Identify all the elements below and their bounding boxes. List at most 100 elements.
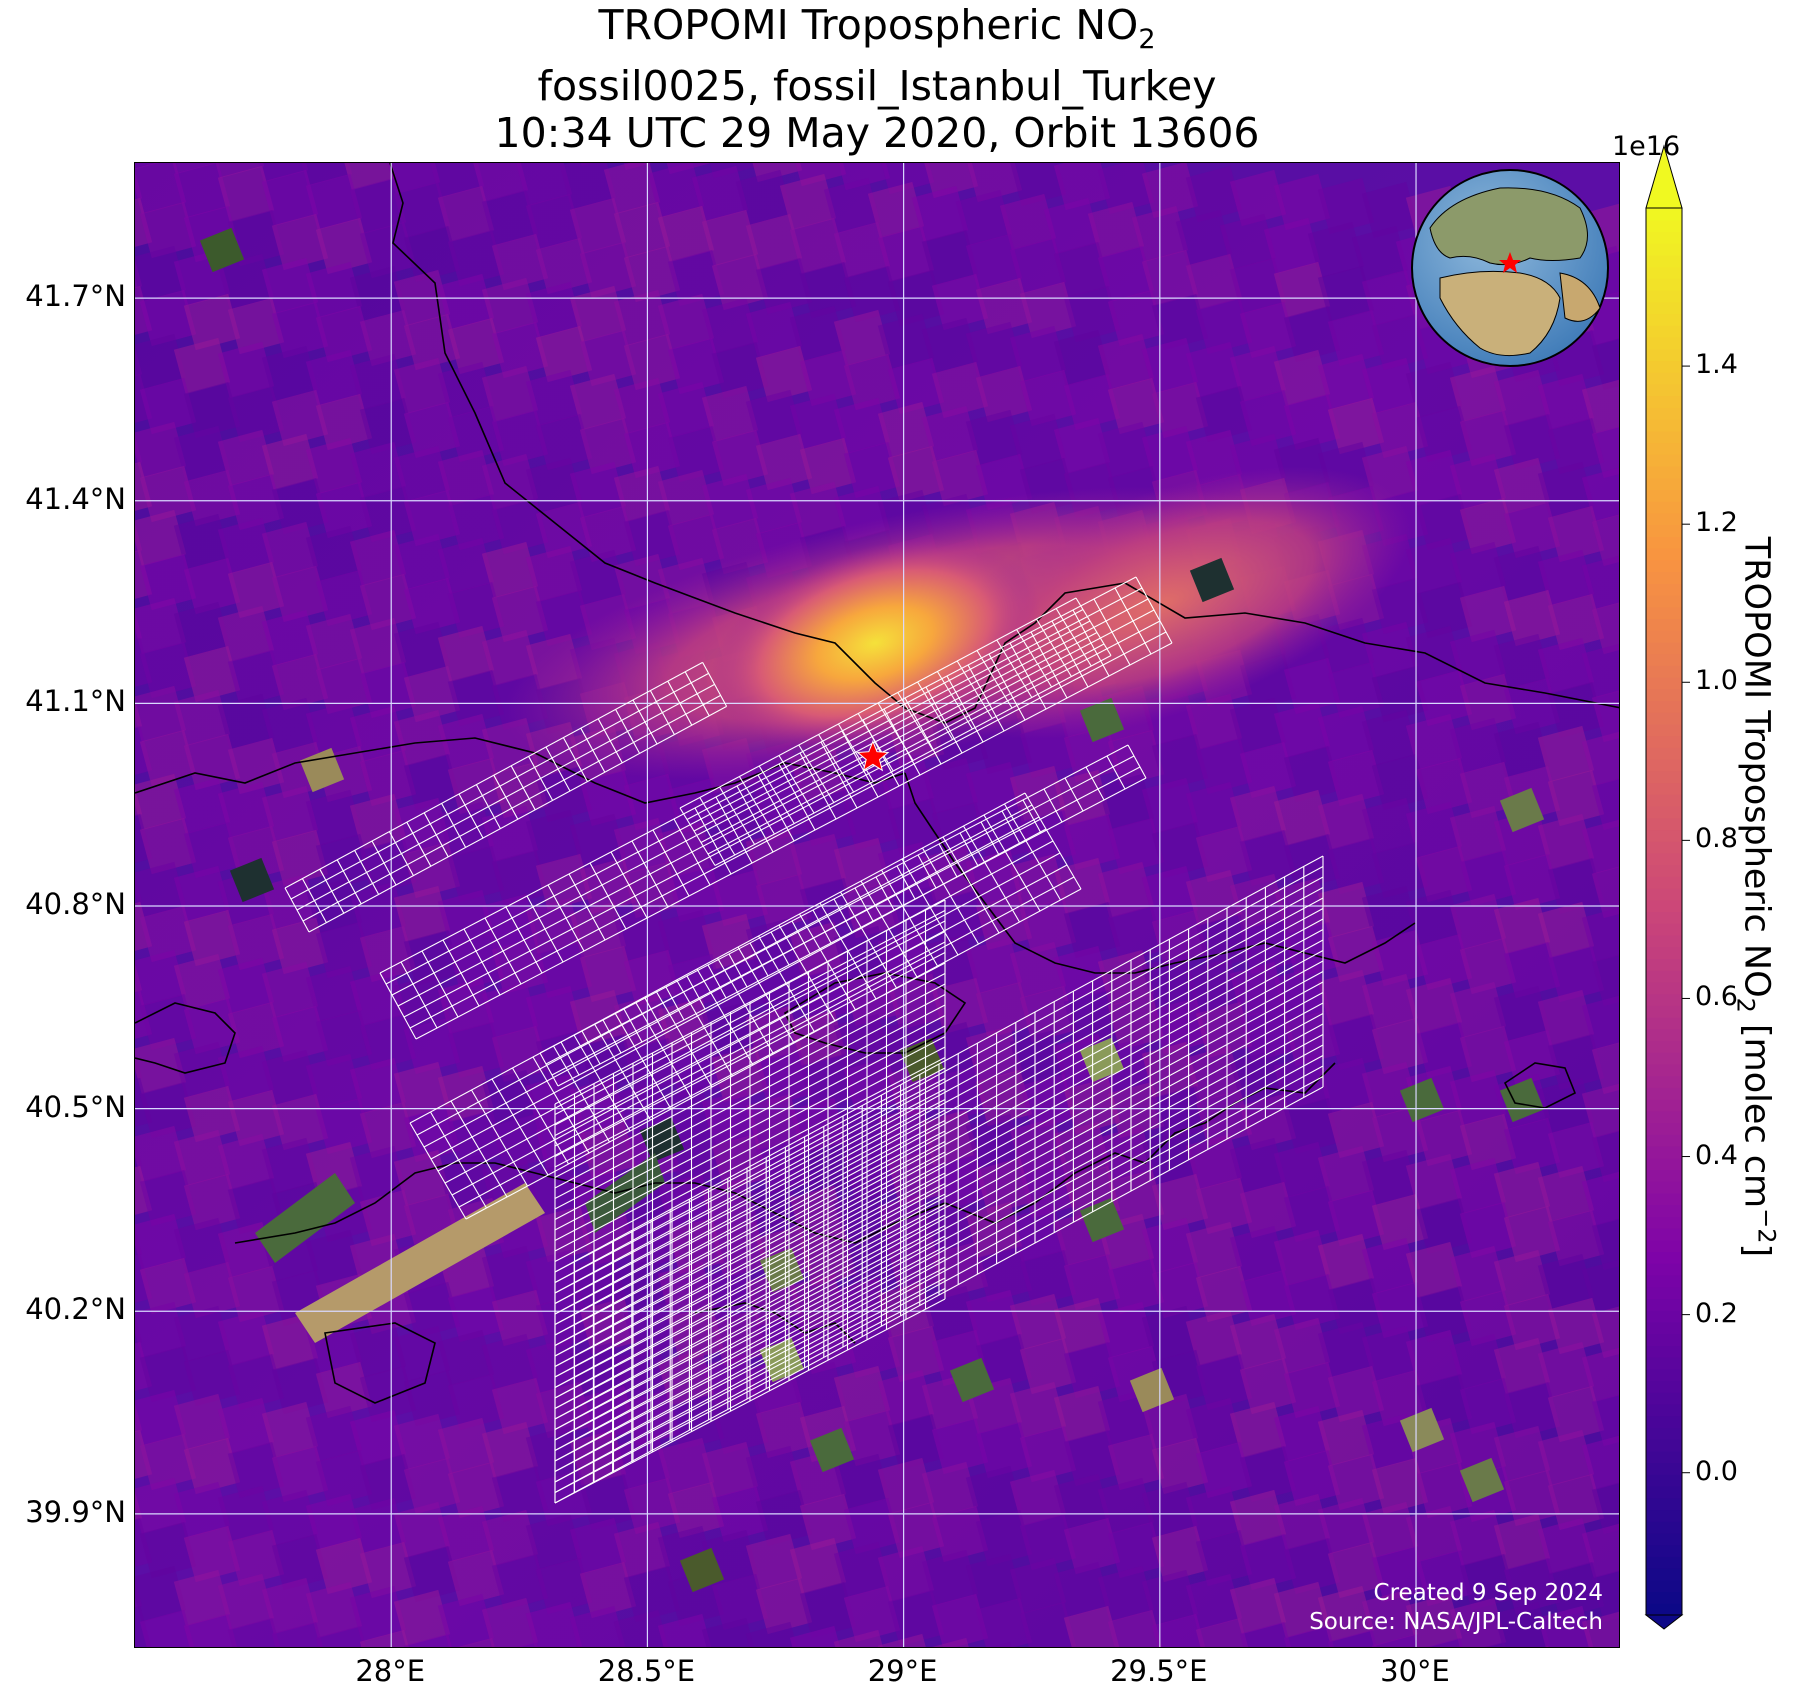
no2-pixel — [1503, 1205, 1561, 1263]
no2-pixel — [623, 245, 681, 303]
no2-pixel — [271, 1357, 329, 1415]
no2-pixel — [1053, 1385, 1111, 1443]
no2-pixel — [305, 1053, 363, 1111]
no2-pixel — [1097, 1565, 1155, 1623]
no2-pixel — [535, 237, 593, 295]
no2-pixel — [261, 257, 319, 315]
no2-pixel — [217, 429, 275, 487]
no2-pixel — [789, 481, 847, 539]
no2-pixel — [135, 1165, 153, 1223]
colorbar-tick-label: 0.4 — [1695, 1139, 1738, 1171]
no2-pixel — [931, 1241, 989, 1299]
colorbar-segment — [1646, 1005, 1682, 1018]
coastline-sapanca — [1503, 1062, 1577, 1109]
no2-pixel — [1229, 697, 1287, 755]
no2-pixel — [711, 1573, 769, 1631]
no2-pixel — [1239, 1093, 1297, 1151]
no2-pixel — [447, 1021, 505, 1079]
no2-pixel — [569, 813, 627, 871]
no2-pixel — [877, 841, 935, 899]
no2-pixel — [1151, 1085, 1209, 1143]
no2-pixel — [701, 385, 759, 443]
colorbar-segment — [1646, 770, 1682, 784]
no2-pixel — [491, 1553, 549, 1611]
coastline-marmara-north — [135, 737, 906, 804]
no2-pixel — [745, 163, 803, 183]
no2-pixel — [217, 1045, 275, 1103]
no2-pixel — [1019, 1601, 1077, 1647]
colorbar-segment — [1646, 923, 1682, 936]
no2-pixel — [271, 1093, 329, 1151]
no2-pixel — [1185, 693, 1243, 751]
no2-pixel — [349, 265, 407, 323]
colorbar-extend-min — [1644, 1614, 1684, 1630]
no2-pixel — [1581, 465, 1619, 523]
no2-pixel — [1371, 1545, 1429, 1603]
no2-pixel — [525, 809, 583, 867]
no2-pixel — [1503, 1029, 1561, 1087]
no2-pixel — [183, 293, 241, 351]
no2-pixel — [1537, 813, 1595, 871]
no2-pixel — [1019, 281, 1077, 339]
no2-pixel — [1591, 509, 1619, 567]
no2-pixel — [1493, 809, 1551, 867]
no2-pixel — [1107, 289, 1165, 347]
latitude-tick-label: 41.7°N — [25, 279, 126, 314]
no2-pixel — [1361, 973, 1419, 1031]
no2-pixel — [559, 163, 617, 211]
colorbar-segment — [1646, 841, 1682, 854]
no2-pixel — [1239, 741, 1297, 799]
no2-pixel — [789, 1361, 847, 1419]
no2-pixel — [823, 177, 881, 235]
no2-pixel — [1063, 1429, 1121, 1487]
no2-pixel — [1503, 413, 1561, 471]
no2-pixel — [183, 1437, 241, 1495]
no2-pixel — [1063, 813, 1121, 871]
no2-pixel — [1361, 797, 1419, 855]
no2-pixel — [1405, 537, 1463, 595]
colorbar-tick-label: 1.4 — [1695, 349, 1738, 381]
no2-pixel — [931, 449, 989, 507]
no2-pixel — [135, 637, 153, 695]
colorbar-segment — [1646, 583, 1682, 596]
no2-pixel — [1415, 581, 1473, 639]
satellite-tile — [899, 1037, 945, 1083]
no2-pixel — [1053, 163, 1111, 211]
no2-pixel — [1317, 1145, 1375, 1203]
no2-pixel — [745, 213, 803, 271]
no2-pixel — [579, 329, 637, 387]
colorbar-segment — [1646, 1415, 1682, 1428]
no2-pixel — [139, 905, 197, 963]
no2-pixel — [1327, 925, 1385, 983]
no2-pixel — [1591, 1477, 1619, 1535]
colorbar-segment — [1646, 1028, 1682, 1042]
no2-pixel — [1229, 345, 1287, 403]
no2-pixel — [535, 325, 593, 383]
no2-pixel — [1415, 493, 1473, 551]
no2-pixel — [1371, 841, 1429, 899]
no2-pixel — [139, 465, 197, 523]
no2-pixel — [657, 293, 715, 351]
colorbar-tick-label: 0.0 — [1695, 1455, 1738, 1487]
no2-pixel — [711, 253, 769, 311]
no2-pixel — [1547, 769, 1605, 827]
no2-pixel — [1581, 641, 1619, 699]
credit-text: Created 9 Sep 2024 Source: NASA/JPL-Calt… — [1309, 1579, 1603, 1637]
no2-pixel — [1537, 901, 1595, 959]
no2-pixel — [1141, 249, 1199, 307]
colorbar-segment — [1646, 1603, 1682, 1616]
no2-pixel — [349, 353, 407, 411]
no2-pixel — [1547, 945, 1605, 1003]
no2-pixel — [393, 797, 451, 855]
no2-pixel — [525, 545, 583, 603]
no2-pixel — [261, 873, 319, 931]
no2-pixel — [135, 597, 187, 655]
no2-pixel — [1547, 1473, 1605, 1531]
no2-pixel — [1053, 1473, 1111, 1531]
no2-pixel — [525, 1161, 583, 1219]
colorbar-segment — [1646, 888, 1682, 901]
no2-pixel — [1239, 1621, 1297, 1647]
map-panel[interactable]: Created 9 Sep 2024 Source: NASA/JPL-Calt… — [134, 162, 1620, 1648]
no2-pixel — [427, 163, 485, 199]
no2-pixel — [135, 1213, 187, 1271]
